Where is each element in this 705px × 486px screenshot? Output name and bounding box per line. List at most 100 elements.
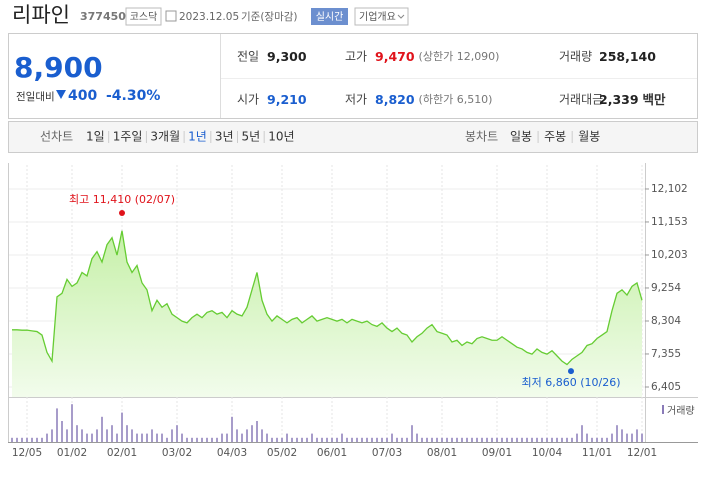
volume-bar <box>626 433 628 442</box>
y-tick-label: 9,254 <box>651 282 681 294</box>
volume-bar <box>541 437 543 442</box>
volume-bar <box>106 429 108 442</box>
volume-bar <box>81 429 83 442</box>
overview[interactable]: 기업개요 <box>359 10 396 23</box>
volume-bar <box>371 437 373 442</box>
volume-bar <box>576 433 578 442</box>
volume-bar <box>551 437 553 442</box>
volume-bar <box>381 437 383 442</box>
volume-bar <box>131 429 133 442</box>
stat-note: (하한가 6,510) <box>419 92 493 106</box>
volume-bar <box>166 437 168 442</box>
x-tick-label: 05/02 <box>267 447 297 459</box>
volume-bar <box>516 437 518 442</box>
stat-value: 8,820 (하한가 6,510) <box>375 92 492 107</box>
volume-bar <box>411 425 413 442</box>
stock-code: 377450 <box>80 10 126 23</box>
x-tick-label: 04/03 <box>217 447 247 459</box>
period-button[interactable]: 10년 <box>268 130 294 144</box>
volume-bar <box>226 433 228 442</box>
volume-bar <box>216 437 218 442</box>
y-tick-label: 7,355 <box>651 348 681 360</box>
x-tick-label: 03/02 <box>162 447 192 459</box>
period-button[interactable]: 1일 <box>86 130 105 144</box>
period-button[interactable]: 일봉 <box>510 130 532 144</box>
volume-bar <box>251 425 253 442</box>
volume-bar <box>401 437 403 442</box>
volume-bar <box>51 429 53 442</box>
volume-bar <box>331 437 333 442</box>
volume-bar <box>301 437 303 442</box>
period-button[interactable]: 5년 <box>242 130 261 144</box>
volume-bar <box>321 437 323 442</box>
volume-bar <box>521 437 523 442</box>
stat-value: 9,300 <box>267 49 307 64</box>
volume-bar <box>596 437 598 442</box>
volume-bar <box>11 437 13 442</box>
volume-bar <box>136 433 138 442</box>
volume-bar <box>101 416 103 442</box>
volume-bar <box>481 437 483 442</box>
change: 400 <box>68 88 97 104</box>
high-marker <box>119 210 125 217</box>
calendar-icon <box>165 10 177 22</box>
volume-bar <box>86 433 88 442</box>
stat-label: 거래대금 <box>559 93 603 107</box>
low-marker <box>568 368 574 375</box>
volume-bar <box>21 437 23 442</box>
volume-bar <box>96 429 98 442</box>
volume-bar <box>621 429 623 442</box>
volume-bar <box>116 433 118 442</box>
realtime-badge[interactable] <box>311 8 348 25</box>
volume-bar <box>211 437 213 442</box>
volume-bar <box>561 437 563 442</box>
volume-bar <box>181 433 183 442</box>
period-button[interactable]: 1년 <box>188 130 207 144</box>
volume-bar <box>31 437 33 442</box>
x-tick-label: 01/02 <box>57 447 87 459</box>
toolbar <box>8 121 698 153</box>
volume-bar <box>496 437 498 442</box>
volume-bar <box>406 437 408 442</box>
volume-bar <box>346 437 348 442</box>
y-tick-label: 6,405 <box>651 381 681 393</box>
stat-label: 전일 <box>237 50 259 64</box>
volume-bar <box>126 425 128 442</box>
volume-bar <box>186 437 188 442</box>
volume-bar <box>271 437 273 442</box>
period-button[interactable]: 1주일 <box>113 130 143 144</box>
volume-bar <box>476 437 478 442</box>
stat-number: 9,470 <box>375 49 415 64</box>
period-button[interactable]: 월봉 <box>578 130 600 144</box>
volume-bar <box>281 437 283 442</box>
stat-number: 9,300 <box>267 49 307 64</box>
quote-box <box>8 33 698 119</box>
area <box>12 230 642 397</box>
stat-note: (상한가 12,090) <box>419 50 500 63</box>
volume-bar <box>421 437 423 442</box>
volume-bar <box>606 437 608 442</box>
volume-bar <box>246 429 248 442</box>
volume-bar <box>36 437 38 442</box>
x-tick-label: 08/01 <box>427 447 457 459</box>
period-button[interactable]: 3년 <box>215 130 234 144</box>
stat-number: 2,339 <box>599 92 639 107</box>
realtime[interactable]: 실시간 <box>316 11 344 23</box>
volume-bar <box>501 437 503 442</box>
period-button[interactable]: 주봉 <box>544 130 566 144</box>
volume-bar <box>566 437 568 442</box>
stat-label: 저가 <box>345 93 367 107</box>
volume-bar <box>236 429 238 442</box>
volume-bar <box>431 437 433 442</box>
volume-bar <box>146 433 148 442</box>
overview-button[interactable] <box>354 7 409 26</box>
volume-bar <box>361 437 363 442</box>
volume-bar <box>586 433 588 442</box>
volume-bar <box>441 437 443 442</box>
volume-bar <box>636 429 638 442</box>
volume-bar <box>306 437 308 442</box>
volume-bar <box>351 437 353 442</box>
period-button[interactable]: 3개월 <box>150 130 180 144</box>
volume-bar <box>311 433 313 442</box>
stat-value: 258,140 <box>599 49 656 64</box>
